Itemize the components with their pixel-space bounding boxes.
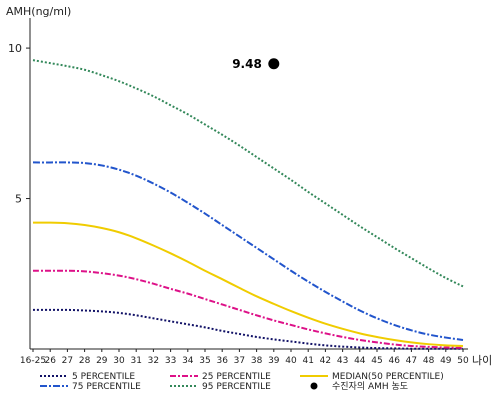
legend-point-label: 수진자의 AMH 농도	[332, 381, 408, 392]
legend-label: 95 PERCENTILE	[202, 382, 271, 392]
legend: 5 PERCENTILE 25 PERCENTILE MEDIAN(50 PERCE…	[40, 372, 444, 392]
series-line-75-percentile	[32, 161, 464, 341]
x-tick-label: 39	[268, 356, 280, 366]
legend-label: 5 PERCENTILE	[72, 372, 135, 382]
x-tick-label: 16-25	[20, 356, 46, 366]
legend-label: 75 PERCENTILE	[72, 382, 141, 392]
highlight-point-group: 9.48	[232, 57, 280, 71]
series-lines	[32, 59, 464, 350]
series-line-25-percentile	[32, 269, 464, 349]
x-tick-label: 32	[148, 356, 159, 366]
x-tick-label: 33	[165, 356, 176, 366]
x-tick-label: 42	[320, 356, 331, 366]
x-tick-label: 45	[371, 356, 382, 366]
x-tick-label: 30	[113, 356, 125, 366]
x-tick-label: 43	[337, 356, 348, 366]
x-tick-label: 34	[182, 356, 194, 366]
x-tick-label: 35	[199, 356, 210, 366]
x-tick-label: 46	[388, 356, 400, 366]
highlight-point-label: 9.48	[232, 57, 262, 71]
x-tick-label: 38	[251, 356, 263, 366]
x-tick-label: 47	[406, 356, 417, 366]
y-axis-title: AMH(ng/ml)	[6, 5, 71, 18]
y-ticks: 10 5	[8, 42, 30, 206]
x-tick-label: 40	[285, 356, 297, 366]
x-tick-label: 36	[216, 356, 228, 366]
y-tick-label: 10	[8, 42, 22, 55]
x-tick-label: 48	[423, 356, 435, 366]
y-tick-label: 5	[15, 193, 22, 206]
highlight-point-marker	[268, 58, 280, 70]
series-line-5-percentile	[32, 308, 463, 350]
x-tick-label: 26	[44, 356, 56, 366]
legend-label: MEDIAN(50 PERCENTILE)	[332, 372, 444, 382]
x-tick-label: 49	[440, 356, 452, 366]
x-tick-label: 37	[234, 356, 245, 366]
x-tick-label: 50	[457, 356, 469, 366]
series-line-median-50-percentile	[32, 221, 464, 347]
x-axis-title: 나이	[472, 354, 492, 367]
x-tick-label: 31	[130, 356, 141, 366]
legend-point-marker	[310, 382, 318, 390]
x-tick-label: 41	[302, 356, 313, 366]
x-tick-label: 29	[96, 356, 108, 366]
legend-label: 25 PERCENTILE	[202, 372, 271, 382]
x-tick-label: 28	[79, 356, 91, 366]
series-line-95-percentile	[32, 59, 464, 288]
x-tick-label: 44	[354, 356, 366, 366]
x-tick-label: 27	[62, 356, 73, 366]
